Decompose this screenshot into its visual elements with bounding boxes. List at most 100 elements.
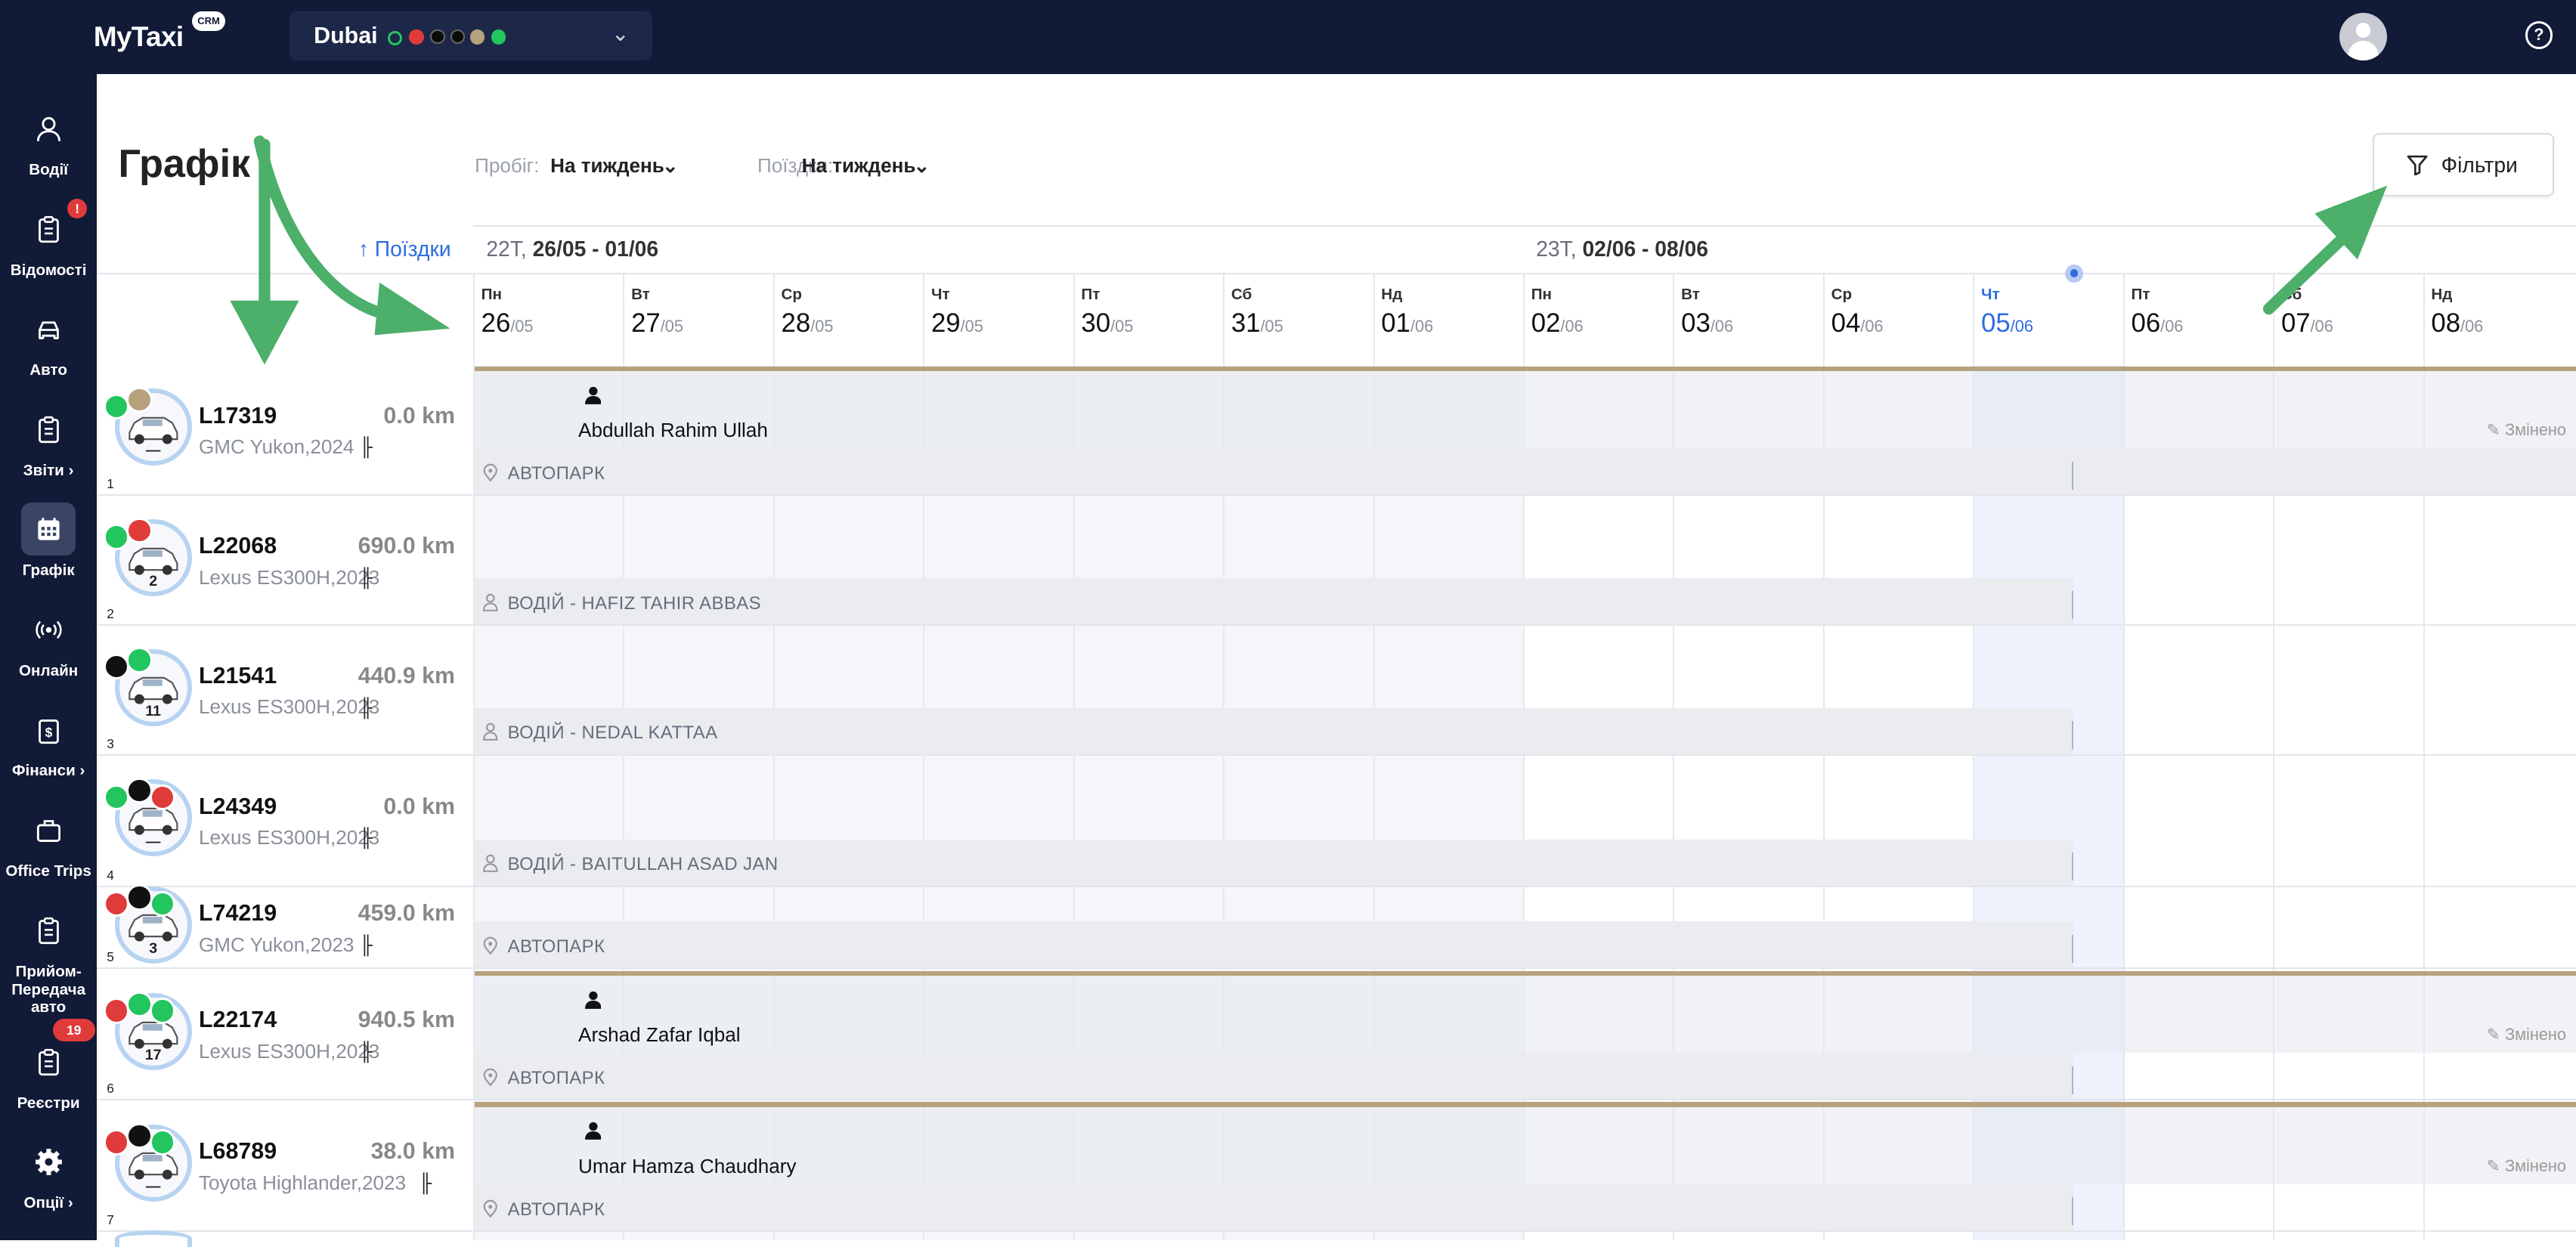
sidebar-item-label: Office Trips xyxy=(5,862,91,880)
sidebar-item-6[interactable]: Онлайн xyxy=(0,595,97,690)
schedule-cells[interactable]: ВОДІЙ - NEDAL KATTAA xyxy=(472,626,2576,756)
vehicle-plate[interactable]: L74219 xyxy=(198,900,277,927)
filters-label: Фільтри xyxy=(2441,152,2518,177)
day-number: 05/06 xyxy=(1981,308,2033,338)
mileage-dropdown[interactable]: На тиждень xyxy=(550,154,664,178)
schedule-cells[interactable]: ВОДІЙ - BAITULLAH ASAD JAN xyxy=(472,756,2576,887)
gearshift-icon: ╟ xyxy=(359,437,373,458)
vehicle-row[interactable]: 2 L22068 690.0 km Lexus ES300H,2023 ╟ 2 ВОДІЙ … xyxy=(97,496,2576,627)
filter-icon xyxy=(2407,155,2428,176)
driver-name[interactable]: Umar Hamza Chaudhary xyxy=(578,1154,797,1177)
active-assignment-line xyxy=(472,366,2576,372)
schedule-cells[interactable]: Umar Hamza Chaudhary ✎ Змінено АВТОПАРК xyxy=(472,1100,2576,1233)
vehicle-plate[interactable]: L22068 xyxy=(198,533,277,559)
sidebar-item-label: Відомості xyxy=(10,261,87,279)
sidebar-item-3[interactable]: Авто xyxy=(0,294,97,389)
money-icon: $ xyxy=(38,719,59,744)
active-assignment-line xyxy=(472,1102,2576,1107)
assignment-band[interactable]: ВОДІЙ - NEDAL KATTAA xyxy=(472,707,2073,756)
day-column-header[interactable]: Сб 31/05 xyxy=(1223,274,1374,365)
day-column-header[interactable]: Сб 07/06 xyxy=(2273,274,2424,365)
vehicle-row[interactable]: — L24349 0.0 km Lexus ES300H,2023 ╟ 4 ВОДІЙ - … xyxy=(97,756,2576,887)
car-thumbnail[interactable]: — xyxy=(115,388,193,466)
sidebar-item-label: Прийом-Передача авто xyxy=(11,962,86,1016)
assignment-band[interactable]: ВОДІЙ - BAITULLAH ASAD JAN xyxy=(472,839,2073,887)
vehicle-plate[interactable]: L68789 xyxy=(198,1138,277,1165)
page-title: Графік xyxy=(118,141,251,186)
location-pin-icon xyxy=(483,463,497,481)
sidebar-item-10[interactable]: Реєстри 19 xyxy=(0,1018,97,1122)
assignment-label: АВТОПАРК xyxy=(507,1199,605,1220)
vehicle-plate[interactable]: L17319 xyxy=(198,402,277,429)
sidebar-item-9[interactable]: Прийом-Передача авто xyxy=(0,896,97,1016)
day-column-header[interactable]: Чт 29/05 xyxy=(923,274,1074,365)
sidebar-item-4[interactable]: Звіти › xyxy=(0,395,97,490)
day-column-header[interactable]: Вт 27/05 xyxy=(623,274,774,365)
assignment-band[interactable]: ВОДІЙ - HAFIZ TAHIR ABBAS xyxy=(472,578,2073,627)
row-index: 3 xyxy=(107,735,114,751)
vehicle-row[interactable]: — L17319 0.0 km GMC Yukon,2024 ╟ 1 Abdullah Ra… xyxy=(97,365,2576,497)
driver-name[interactable]: Abdullah Rahim Ullah xyxy=(578,419,768,442)
day-column-header[interactable]: Пн 02/06 xyxy=(1523,274,1674,365)
day-column-header[interactable]: Пт 06/06 xyxy=(2122,274,2274,365)
vehicle-plate[interactable]: L21541 xyxy=(198,662,277,688)
divider xyxy=(2071,461,2073,490)
assignment-band[interactable]: АВТОПАРК xyxy=(472,921,2073,970)
sidebar-item-7[interactable]: $ Фінанси › xyxy=(0,695,97,790)
driver-name[interactable]: Arshad Zafar Iqbal xyxy=(578,1023,741,1047)
chevron-down-icon[interactable]: ⌄ xyxy=(661,154,679,178)
sidebar-item-label: Опції › xyxy=(23,1194,73,1212)
alert-badge: ! xyxy=(67,198,88,219)
assignment-label: АВТОПАРК xyxy=(507,936,605,957)
assignment-label: АВТОПАРК xyxy=(507,463,605,484)
car-thumbnail[interactable]: 11 xyxy=(115,648,193,726)
city-selector[interactable]: Dubai ⌄ xyxy=(289,11,652,61)
vehicle-row[interactable]: 11 L21541 440.9 km Lexus ES300H,2023 ╟ 3 ВОДІЙ… xyxy=(97,626,2576,756)
person-icon xyxy=(482,723,498,741)
vehicle-model: Lexus ES300H,2023 xyxy=(198,1039,380,1063)
sidebar-item-11[interactable]: Опції › xyxy=(0,1127,97,1222)
car-thumbnail[interactable]: 17 xyxy=(115,992,193,1071)
day-column-header[interactable]: Нд 08/06 xyxy=(2423,274,2574,365)
sidebar-item-8[interactable]: Office Trips xyxy=(0,795,97,890)
day-column-header[interactable]: Ср 04/06 xyxy=(1822,274,1974,365)
day-column-header[interactable]: Ср 28/05 xyxy=(772,274,924,365)
gearshift-icon: ╟ xyxy=(359,567,373,588)
sidebar-item-2[interactable]: Відомості! xyxy=(0,193,97,289)
avatar[interactable] xyxy=(2339,13,2388,61)
schedule-cells[interactable]: ВОДІЙ - HAFIZ TAHIR ABBAS xyxy=(472,496,2576,627)
vehicle-row[interactable] xyxy=(115,1230,193,1247)
vehicle-row[interactable]: — L68789 38.0 km Toyota Highlander,2023 ╟ 7 Um… xyxy=(97,1100,2576,1233)
schedule-cells[interactable]: АВТОПАРК xyxy=(472,887,2576,970)
schedule-cells[interactable]: Arshad Zafar Iqbal ✎ Змінено АВТОПАРК xyxy=(472,969,2576,1101)
vehicle-plate[interactable]: L24349 xyxy=(198,793,277,819)
assignment-band[interactable]: АВТОПАРК xyxy=(472,1184,2073,1233)
day-column-header[interactable]: Чт 05/06 xyxy=(1973,274,2124,365)
assignment-background xyxy=(472,1106,2576,1185)
sidebar-item-5[interactable]: Графік xyxy=(0,494,97,589)
sidebar-item-label: Авто xyxy=(29,361,67,379)
app-logo[interactable]: MyTaxi xyxy=(93,21,184,53)
day-number: 02/06 xyxy=(1531,308,1584,338)
trips-sort-link[interactable]: ↑ Поїздки xyxy=(358,236,451,261)
help-icon[interactable]: ? xyxy=(2525,21,2553,49)
car-icon xyxy=(128,1153,178,1180)
trips-dropdown[interactable]: На тиждень xyxy=(801,154,916,178)
vehicle-plate[interactable]: L22174 xyxy=(198,1007,277,1033)
assignment-band[interactable]: АВТОПАРК xyxy=(472,1053,2073,1101)
day-column-header[interactable]: Пт 30/05 xyxy=(1073,274,1225,365)
filters-button[interactable]: Фільтри xyxy=(2372,133,2555,197)
day-column-header[interactable]: Пн 26/05 xyxy=(472,274,624,365)
sidebar-item-1[interactable]: Водії xyxy=(0,94,97,189)
day-column-header[interactable]: Вт 03/06 xyxy=(1673,274,1824,365)
chevron-down-icon[interactable]: ⌄ xyxy=(913,154,930,178)
car-number: 3 xyxy=(149,939,158,957)
assignment-background xyxy=(472,371,2576,449)
status-dot-icon xyxy=(491,29,506,45)
schedule-cells[interactable]: Abdullah Rahim Ullah ✎ Змінено АВТОПАРК xyxy=(472,365,2576,497)
assignment-band[interactable]: АВТОПАРК xyxy=(472,448,2576,497)
vehicle-row[interactable]: 17 L22174 940.5 km Lexus ES300H,2023 ╟ 6 Arsha… xyxy=(97,969,2576,1101)
chevron-right-icon: › xyxy=(68,461,74,479)
vehicle-row[interactable]: 3 L74219 459.0 km GMC Yukon,2023 ╟ 5 АВТОПАРК xyxy=(97,884,2576,970)
day-column-header[interactable]: Нд 01/06 xyxy=(1373,274,1525,365)
